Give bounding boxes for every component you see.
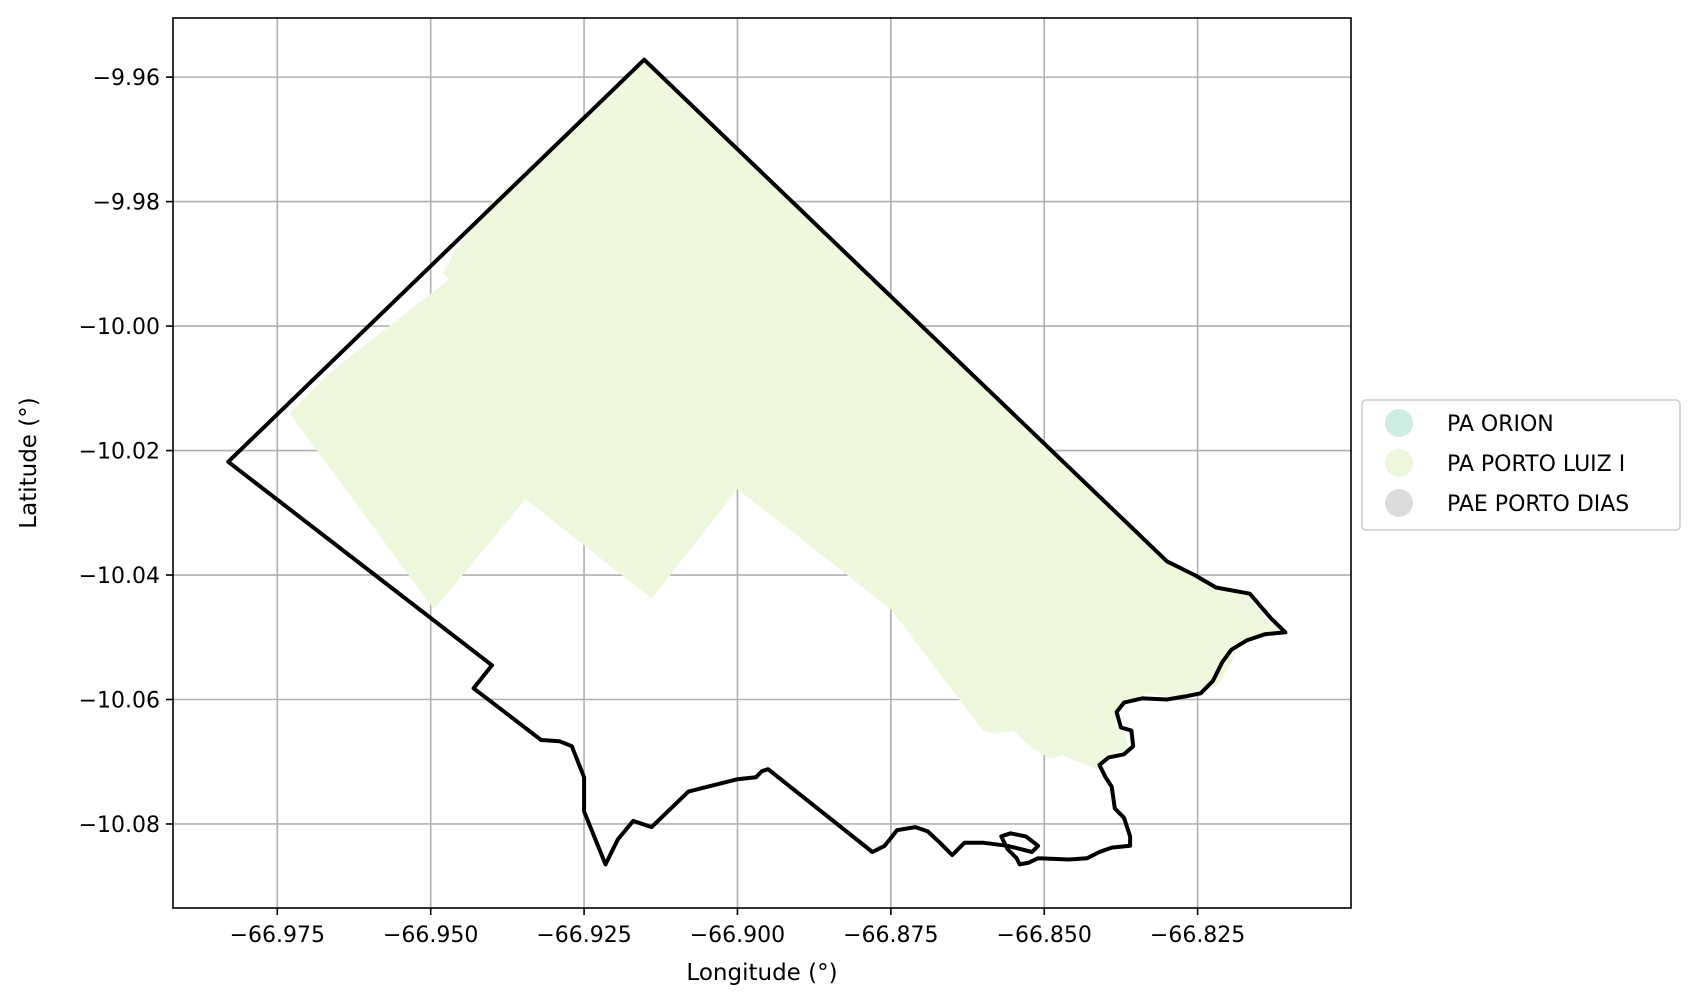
area-polygons (289, 59, 1286, 770)
x-tick-label: −66.950 (383, 923, 478, 948)
legend: PA ORION PA PORTO LUIZ I PAE PORTO DIAS (1361, 399, 1681, 531)
legend-marker (1385, 449, 1413, 477)
x-tick-label: −66.975 (230, 923, 325, 948)
legend-marker (1385, 409, 1413, 437)
y-tick-label: −10.04 (79, 564, 160, 589)
y-tick-label: −10.02 (79, 440, 160, 465)
y-axis-label: Latitude (°) (16, 397, 42, 528)
legend-label: PAE PORTO DIAS (1447, 492, 1629, 517)
x-tick-label: −66.850 (997, 923, 1092, 948)
y-tick-label: −10.06 (79, 689, 160, 714)
legend-label: PA ORION (1447, 412, 1554, 437)
x-tick-label: −66.900 (690, 923, 785, 948)
legend-box (1361, 399, 1681, 531)
y-tick-label: −10.00 (79, 315, 160, 340)
x-tick-label: −66.925 (536, 923, 631, 948)
area-pa-porto-luiz-i (289, 59, 1286, 770)
legend-label: PA PORTO LUIZ I (1447, 452, 1625, 477)
y-tick-label: −9.98 (93, 191, 160, 216)
boundary-outline (226, 57, 1288, 867)
boundary-line (226, 57, 1288, 867)
x-tick-label: −66.875 (843, 923, 938, 948)
legend-marker (1385, 489, 1413, 517)
y-tick-label: −10.08 (79, 813, 160, 838)
y-axis-ticks: −9.96 −9.98 −10.00 −10.02 −10.04 −10.06 −10.08 (79, 66, 173, 838)
y-tick-label: −9.96 (93, 66, 160, 91)
plot-frame (172, 17, 1352, 909)
x-tick-label: −66.825 (1150, 923, 1245, 948)
x-axis-ticks: −66.975 −66.950 −66.925 −66.900 −66.875 −66.8… (230, 908, 1245, 948)
x-axis-label: Longitude (°) (686, 960, 837, 986)
